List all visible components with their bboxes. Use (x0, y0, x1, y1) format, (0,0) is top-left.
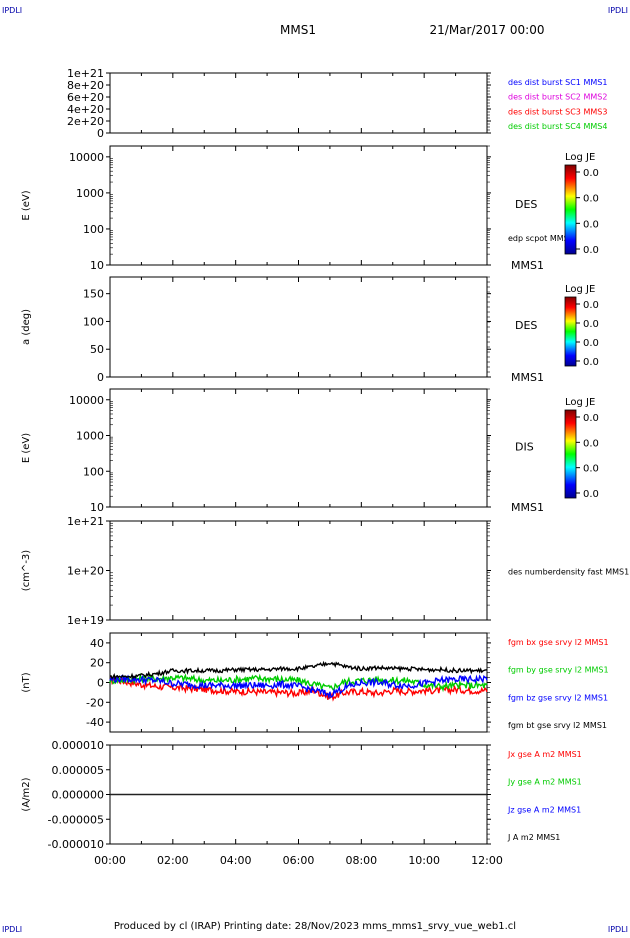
corner-mark-bl: IPDLI (2, 925, 22, 934)
legend-entry: fgm bt gse srvy l2 MMS1 (508, 721, 607, 730)
y-tick-label: 8e+20 (67, 79, 104, 92)
y-tick-label: 0 (97, 677, 104, 690)
x-tick-label: 10:00 (408, 854, 440, 867)
x-tick-label: 12:00 (471, 854, 503, 867)
y-axis-label: a (deg) (21, 309, 32, 345)
panel-frame (109, 520, 488, 621)
panel-sc-tag: MMS1 (511, 371, 544, 384)
panel-instrument-label: DES (515, 198, 537, 211)
colorbar (564, 164, 577, 255)
colorbar-tick-label: 0.0 (583, 489, 599, 500)
panel-instrument-label: DES (515, 319, 537, 332)
corner-mark-br: IPDLI (608, 925, 628, 934)
colorbar-tick-label: 0.0 (583, 168, 599, 179)
y-tick-label: 1000 (76, 187, 104, 200)
panel-instrument-label: DIS (515, 440, 534, 453)
panel-frame (109, 145, 488, 266)
panel-sc-tag: MMS1 (511, 259, 544, 272)
y-axis-label: (cm^-3) (21, 550, 32, 591)
y-tick-label: -0.000005 (48, 813, 104, 826)
x-tick-label: 02:00 (157, 854, 189, 867)
corner-mark-tr: IPDLI (608, 6, 628, 15)
legend-entry: Jy gse A m2 MMS1 (507, 778, 582, 787)
y-tick-label: 0.000010 (52, 739, 105, 752)
colorbar-tick-label: 0.0 (583, 357, 599, 368)
legend-entry: fgm bz gse srvy l2 MMS1 (508, 693, 608, 702)
colorbar-tick-label: 0.0 (583, 219, 599, 230)
series-line-bx (110, 676, 488, 702)
legend-entry: des dist burst SC3 MMS3 (508, 107, 607, 116)
corner-mark-tl: IPDLI (2, 6, 22, 15)
y-tick-label: 20 (90, 657, 104, 670)
legend-entry: des dist burst SC2 MMS2 (508, 93, 607, 102)
x-tick-label: 08:00 (345, 854, 377, 867)
y-tick-label: 100 (83, 315, 104, 328)
legend-entry: Jx gse A m2 MMS1 (507, 750, 582, 759)
y-tick-label: 100 (83, 223, 104, 236)
y-tick-label: 0 (97, 371, 104, 384)
footer-text: Produced by cl (IRAP) Printing date: 28/… (114, 921, 516, 932)
x-tick-label: 06:00 (283, 854, 315, 867)
y-tick-label: 10 (90, 501, 104, 514)
colorbar-tick-label: 0.0 (583, 194, 599, 205)
series-line-bt (109, 660, 488, 681)
y-tick-label: 6e+20 (67, 91, 104, 104)
spacecraft-title: MMS1 (280, 23, 316, 37)
y-tick-label: 2e+20 (67, 115, 104, 128)
y-axis-label: (nT) (21, 672, 32, 692)
y-axis-label: (A/m2) (21, 777, 32, 811)
panel-frame (109, 388, 488, 508)
x-tick-label: 04:00 (220, 854, 252, 867)
y-tick-label: 1e+20 (67, 565, 104, 578)
y-tick-label: 50 (90, 343, 104, 356)
colorbar (564, 296, 577, 367)
y-tick-label: 10000 (69, 394, 104, 407)
y-tick-label: 0.000005 (52, 764, 105, 777)
colorbar-tick-label: 0.0 (583, 245, 599, 256)
colorbar-title: Log JE (565, 397, 595, 408)
y-tick-label: 10 (90, 259, 104, 272)
y-tick-label: 4e+20 (67, 103, 104, 116)
y-tick-label: 0 (97, 127, 104, 140)
legend-entry: J A m2 MMS1 (507, 833, 560, 842)
y-tick-label: 1e+21 (67, 515, 104, 528)
colorbar-title: Log JE (565, 152, 595, 163)
y-tick-label: 1e+19 (67, 614, 104, 627)
x-tick-label: 00:00 (94, 854, 126, 867)
y-tick-label: 1e+21 (67, 67, 104, 80)
y-tick-label: -40 (86, 716, 104, 729)
colorbar-tick-label: 0.0 (583, 300, 599, 311)
series-line-bz (109, 674, 488, 700)
colorbar (564, 409, 577, 499)
y-axis-label: E (eV) (21, 433, 32, 463)
colorbar-tick-label: 0.0 (583, 438, 599, 449)
y-tick-label: -0.000010 (48, 838, 104, 851)
colorbar-tick-label: 0.0 (583, 464, 599, 475)
colorbar-title: Log JE (565, 284, 595, 295)
legend-entry: des numberdensity fast MMS1 (508, 568, 629, 577)
panel-sc-tag: MMS1 (511, 501, 544, 514)
colorbar-tick-label: 0.0 (583, 319, 599, 330)
y-tick-label: 150 (83, 288, 104, 301)
y-tick-label: 100 (83, 465, 104, 478)
legend-entry: Jz gse A m2 MMS1 (507, 805, 581, 814)
legend-entry: fgm by gse srvy l2 MMS1 (508, 666, 609, 675)
panel-frame (109, 72, 488, 134)
y-tick-label: 40 (90, 637, 104, 650)
y-axis-label: E (eV) (21, 190, 32, 220)
y-tick-label: -20 (86, 696, 104, 709)
panel-sublabel: edp scpot MMS1 (508, 234, 574, 243)
y-tick-label: 0.000000 (52, 789, 105, 802)
y-tick-label: 1000 (76, 430, 104, 443)
legend-entry: des dist burst SC4 MMS4 (508, 122, 607, 131)
legend-entry: des dist burst SC1 MMS1 (508, 78, 607, 87)
legend-entry: fgm bx gse srvy l2 MMS1 (508, 638, 609, 647)
colorbar-tick-label: 0.0 (583, 413, 599, 424)
date-title: 21/Mar/2017 00:00 (430, 23, 545, 37)
y-tick-label: 10000 (69, 151, 104, 164)
colorbar-tick-label: 0.0 (583, 338, 599, 349)
panel-frame (109, 276, 488, 378)
